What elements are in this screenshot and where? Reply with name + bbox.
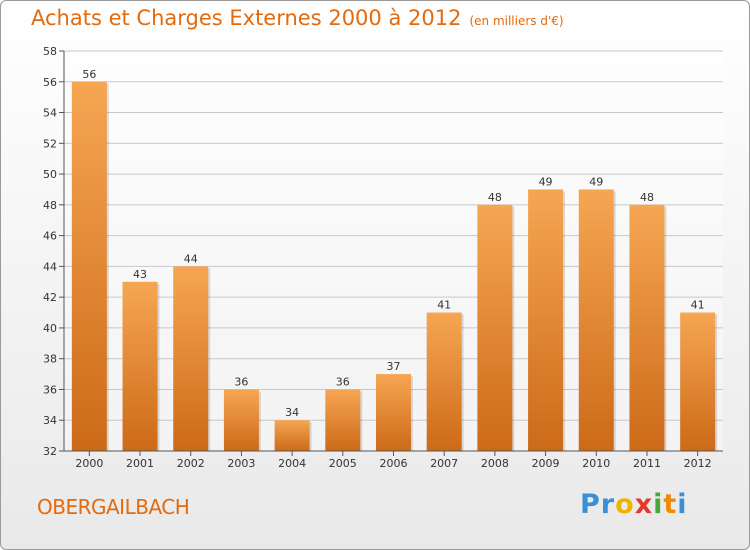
bar: [629, 204, 665, 451]
bar: [274, 420, 310, 451]
bar: [122, 281, 158, 451]
y-tick-label: 34: [43, 414, 57, 427]
x-tick-label: 2003: [227, 457, 255, 470]
data-label: 49: [539, 175, 553, 188]
y-tick-label: 44: [43, 260, 57, 273]
y-tick-label: 32: [43, 445, 57, 458]
y-tick-label: 58: [43, 45, 57, 58]
x-tick-label: 2005: [329, 457, 357, 470]
y-tick-label: 42: [43, 291, 57, 304]
logo-letter: i: [653, 489, 664, 520]
bar: [325, 389, 361, 451]
data-label: 56: [82, 68, 96, 81]
y-tick-label: 48: [43, 199, 57, 212]
data-label: 34: [285, 406, 299, 419]
logo-letter: r: [600, 489, 616, 520]
data-label: 41: [437, 299, 451, 312]
bar: [477, 204, 513, 451]
bar: [578, 189, 614, 451]
logo-letter: P: [580, 489, 601, 520]
proxiti-logo: Proxiti: [580, 489, 688, 520]
logo-letter: x: [634, 489, 654, 520]
x-tick-label: 2007: [430, 457, 458, 470]
y-tick-label: 40: [43, 322, 57, 335]
bars-layer: 56 43 44 36 34 36 37 41 48 49 49 48 41: [71, 68, 718, 452]
x-tick-label: 2012: [684, 457, 712, 470]
logo-letter: t: [663, 489, 678, 520]
axis-layer: 32 34 36 38 40 42 44 46 48 50 52 54 56 58 2000 2001 2002…: [43, 45, 723, 470]
y-tick-label: 54: [43, 107, 57, 120]
y-tick-label: 36: [43, 383, 57, 396]
y-tick-label: 46: [43, 230, 57, 243]
data-label: 48: [488, 191, 502, 204]
logo-letter: o: [615, 489, 635, 520]
bar: [223, 389, 259, 451]
data-label: 49: [589, 175, 603, 188]
x-tick-label: 2006: [380, 457, 408, 470]
x-tick-label: 2010: [582, 457, 610, 470]
bar: [71, 81, 107, 452]
y-tick-label: 50: [43, 168, 57, 181]
bar: [173, 266, 209, 451]
x-tick-label: 2002: [177, 457, 205, 470]
x-tick-label: 2000: [75, 457, 103, 470]
x-tick-label: 2009: [532, 457, 560, 470]
bar: [376, 374, 411, 451]
data-label: 37: [387, 360, 401, 373]
commune-name: OBERGAILBACH: [37, 495, 190, 519]
x-tick-label: 2008: [481, 457, 509, 470]
data-label: 48: [640, 191, 654, 204]
bar: [528, 189, 564, 451]
chart-unit: (en milliers d'€): [469, 14, 564, 28]
data-label: 36: [336, 375, 350, 388]
x-tick-label: 2001: [126, 457, 154, 470]
x-tick-label: 2004: [278, 457, 306, 470]
bar: [680, 312, 716, 451]
x-tick-label: 2011: [633, 457, 661, 470]
data-label: 41: [691, 299, 705, 312]
y-tick-label: 56: [43, 76, 57, 89]
chart-title: Achats et Charges Externes 2000 à 2012: [31, 6, 462, 30]
data-label: 44: [184, 252, 198, 265]
y-tick-label: 38: [43, 353, 57, 366]
bar: [426, 312, 462, 451]
chart-title-group: Achats et Charges Externes 2000 à 2012 (e…: [31, 6, 564, 30]
data-label: 36: [234, 375, 248, 388]
y-tick-label: 52: [43, 137, 57, 150]
logo-letter: i: [677, 489, 688, 520]
data-label: 43: [133, 268, 147, 281]
